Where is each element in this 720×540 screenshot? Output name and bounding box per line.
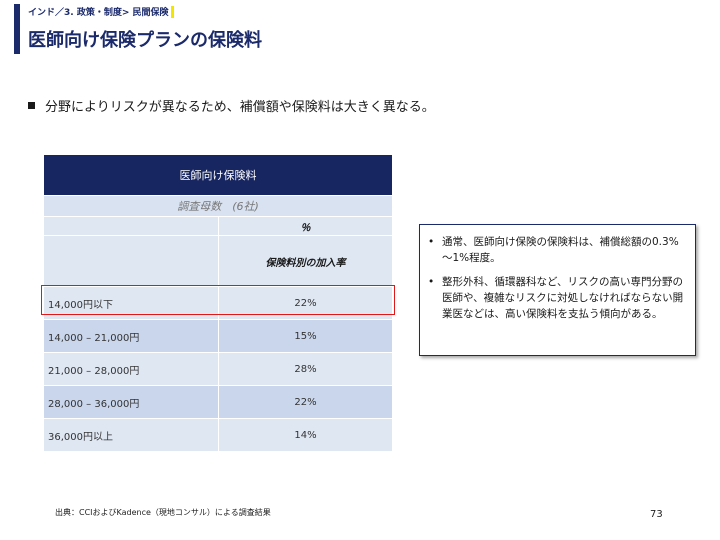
row-value: 15% xyxy=(218,319,393,353)
title-accent-bar xyxy=(14,4,20,54)
table-header-empty xyxy=(43,235,219,287)
breadcrumb-text: インド／3. 政策・制度> 民間保険 xyxy=(28,8,169,18)
breadcrumb: インド／3. 政策・制度> 民間保険 xyxy=(28,5,174,18)
page-title: 医師向け保険プランの保険料 xyxy=(28,30,262,51)
table-unit: ％ xyxy=(218,216,393,236)
highlight-box xyxy=(41,285,395,315)
page-number: 73 xyxy=(650,509,663,520)
row-value: 14% xyxy=(218,418,393,452)
notes-box: • 通常、医師向け保険の保険料は、補償総額の0.3%～1%程度。 • 整形外科、… xyxy=(419,224,696,356)
breadcrumb-marker xyxy=(170,5,174,18)
row-category: 36,000円以上 xyxy=(43,418,219,452)
table-row: 14,000 – 21,000円 15% xyxy=(43,319,393,353)
source-note: 出典：CCIおよびKadence（現地コンサル）による調査結果 xyxy=(55,508,271,517)
table-column-header: 保険料別の加入率 xyxy=(218,235,393,287)
table-row: 21,000 – 28,000円 28% xyxy=(43,352,393,386)
row-category: 28,000 – 36,000円 xyxy=(43,385,219,419)
table-row: 28,000 – 36,000円 22% xyxy=(43,385,393,419)
intro-text: 分野によりリスクが異なるため、補償額や保険料は大きく異なる。 xyxy=(45,100,435,115)
note-item: • 通常、医師向け保険の保険料は、補償総額の0.3%～1%程度。 xyxy=(428,234,685,266)
row-value: 28% xyxy=(218,352,393,386)
note-text: 通常、医師向け保険の保険料は、補償総額の0.3%～1%程度。 xyxy=(442,236,679,264)
intro-bullet: 分野によりリスクが異なるため、補償額や保険料は大きく異なる。 xyxy=(28,96,435,115)
premium-table: 医師向け保険料 調査母数 (6社) ％ 保険料別の加入率 14,000円以下 2… xyxy=(43,154,393,452)
dot-bullet-icon: • xyxy=(428,276,435,288)
note-text: 整形外科、循環器科など、リスクの高い専門分野の医師や、複雑なリスクに対処しなけれ… xyxy=(442,276,684,320)
table-unit-empty xyxy=(43,216,219,236)
table-survey-size: 調査母数 (6社) xyxy=(43,195,393,217)
square-bullet-icon xyxy=(28,102,35,109)
table-row: 36,000円以上 14% xyxy=(43,418,393,452)
row-value: 22% xyxy=(218,385,393,419)
table-title: 医師向け保険料 xyxy=(43,154,393,196)
note-item: • 整形外科、循環器科など、リスクの高い専門分野の医師や、複雑なリスクに対処しな… xyxy=(428,274,685,322)
dot-bullet-icon: • xyxy=(428,236,435,248)
row-category: 21,000 – 28,000円 xyxy=(43,352,219,386)
row-category: 14,000 – 21,000円 xyxy=(43,319,219,353)
